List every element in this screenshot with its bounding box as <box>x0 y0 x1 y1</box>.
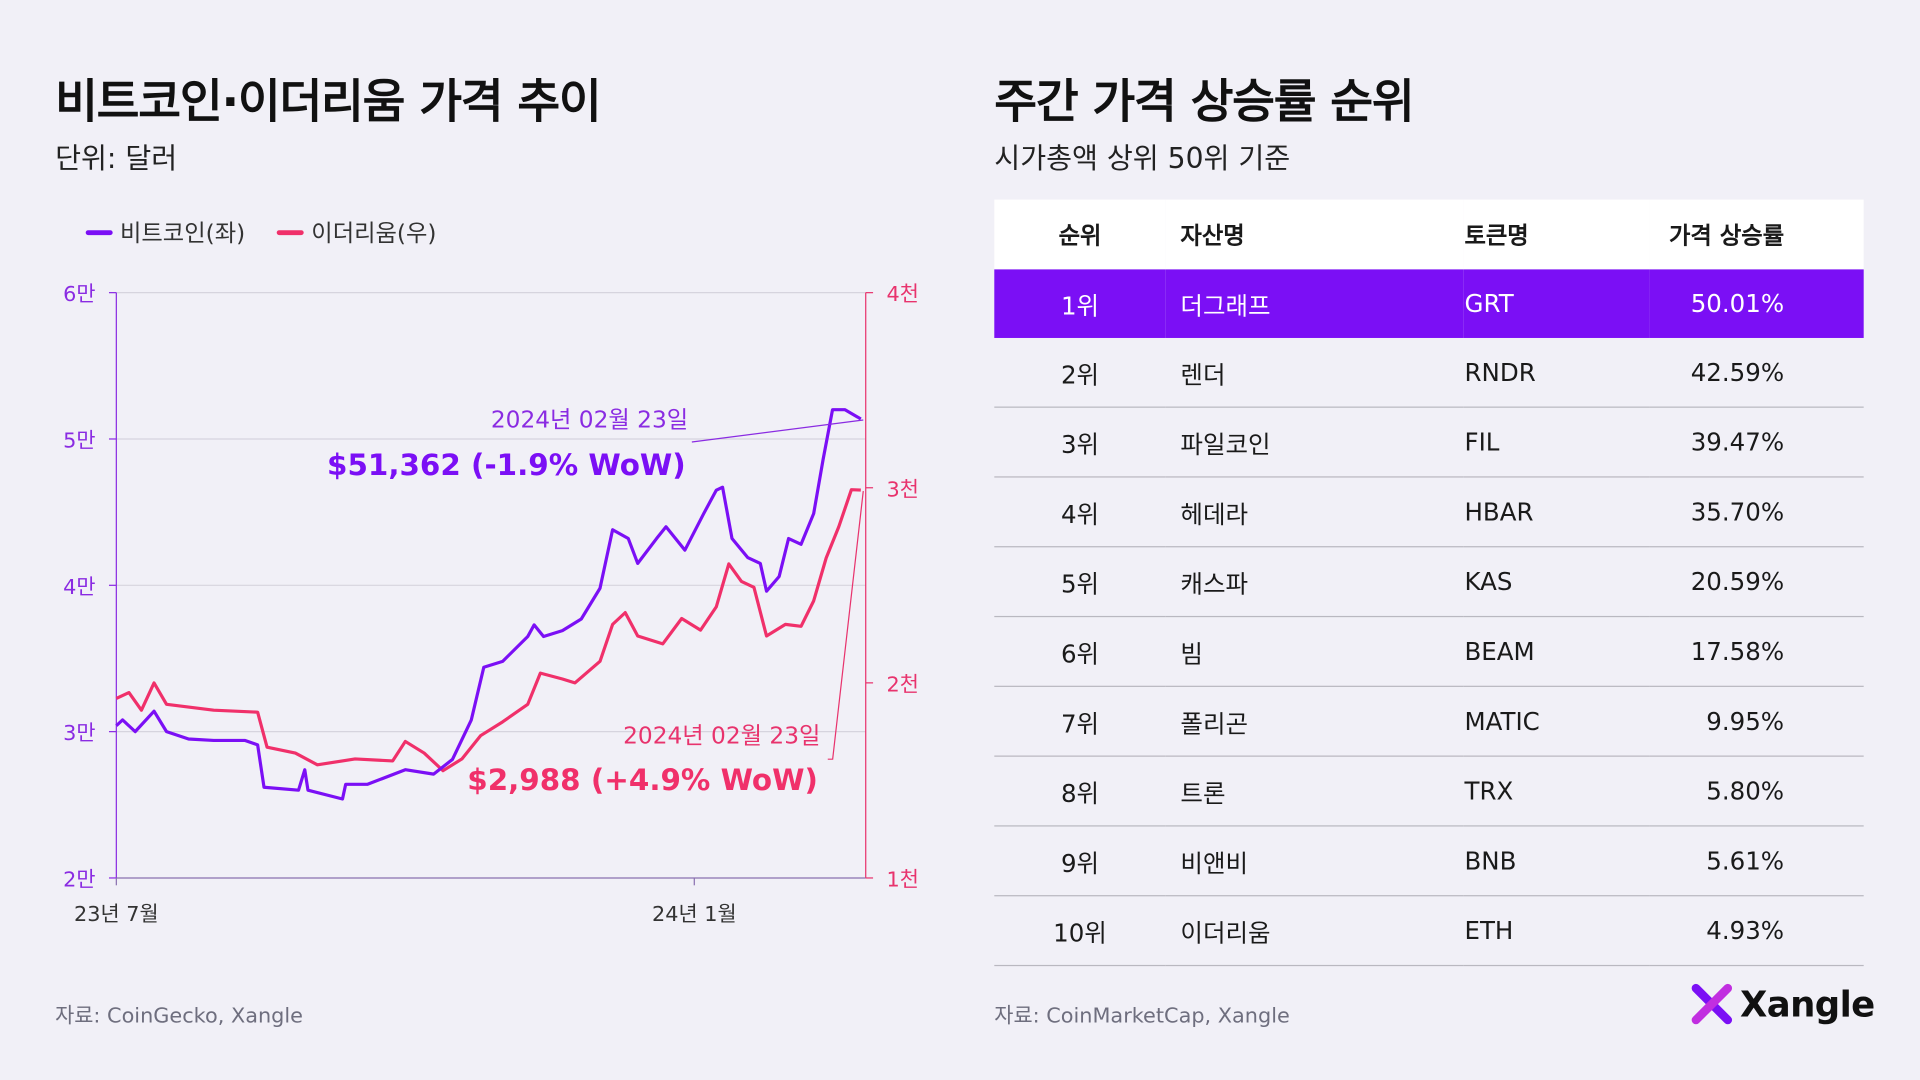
table-header: 순위 자산명 토큰명 가격 상승률 <box>994 199 1864 270</box>
eth-series-line <box>115 488 861 773</box>
asset-cell: 헤데라 <box>1165 476 1464 548</box>
logo-text: Xangle <box>1740 983 1875 1025</box>
rank-cell: 2위 <box>994 337 1166 408</box>
gain-cell: 35.70% <box>1649 476 1864 548</box>
asset-cell: 비앤비 <box>1165 825 1464 897</box>
asset-cell: 렌더 <box>1165 337 1464 408</box>
legend-label-eth: 이더리움(우) <box>311 220 437 248</box>
header-token: 토큰명 <box>1463 199 1650 270</box>
gain-cell: 42.59% <box>1649 337 1864 408</box>
asset-cell: 더그래프 <box>1165 269 1464 338</box>
right-title: 주간 가격 상승률 순위 <box>994 74 1414 129</box>
eth-annotation-date: 2024년 02월 23일 <box>623 722 820 749</box>
gain-cell: 5.61% <box>1649 825 1864 897</box>
left-source: 자료: CoinGecko, Xangle <box>55 1004 303 1029</box>
token-cell: FIL <box>1463 407 1650 478</box>
rank-cell: 9위 <box>994 825 1166 897</box>
rank-cell: 6위 <box>994 616 1166 687</box>
btc-annotation-date: 2024년 02월 23일 <box>491 406 688 433</box>
gain-cell: 50.01% <box>1649 269 1864 338</box>
table-row: 5위 캐스파 KAS 20.59% <box>994 546 1864 618</box>
token-cell: TRX <box>1463 756 1650 827</box>
gain-cell: 39.47% <box>1649 407 1864 478</box>
token-cell: BEAM <box>1463 616 1650 687</box>
right-tick-label: 3천 <box>887 477 919 501</box>
rank-cell: 7위 <box>994 686 1166 757</box>
asset-cell: 이더리움 <box>1165 895 1464 967</box>
left-tick-label: 3만 <box>63 721 95 745</box>
rank-cell: 1위 <box>994 269 1166 338</box>
btc-annotation-value: $51,362 (-1.9% WoW) <box>327 448 686 482</box>
btc-annotation-leader <box>691 419 864 443</box>
token-cell: KAS <box>1463 546 1650 618</box>
right-tick-label: 2천 <box>887 672 919 696</box>
table-row: 6위 빔 BEAM 17.58% <box>994 616 1864 687</box>
rank-cell: 8위 <box>994 756 1166 827</box>
rank-cell: 5위 <box>994 546 1166 618</box>
token-cell: GRT <box>1463 269 1650 338</box>
left-tick-label: 4만 <box>63 575 95 599</box>
gain-cell: 20.59% <box>1649 546 1864 618</box>
table-row: 1위 더그래프 GRT 50.01% <box>994 269 1864 338</box>
left-tick-label: 5만 <box>63 429 95 453</box>
token-cell: RNDR <box>1463 337 1650 408</box>
asset-cell: 캐스파 <box>1165 546 1464 618</box>
table-row: 4위 헤데라 HBAR 35.70% <box>994 476 1864 548</box>
xangle-x-icon <box>1691 983 1733 1025</box>
x-tick-label: 24년 1월 <box>652 902 737 926</box>
table-row: 8위 트론 TRX 5.80% <box>994 756 1864 827</box>
ranking-table: 순위 자산명 토큰명 가격 상승률 1위 더그래프 GRT 50.01% 2위 렌더 RND… <box>994 199 1864 967</box>
rank-cell: 10위 <box>994 895 1166 967</box>
right-subtitle: 시가총액 상위 50위 기준 <box>994 143 1291 176</box>
eth-annotation-leader <box>827 490 864 760</box>
table-row: 2위 렌더 RNDR 42.59% <box>994 337 1864 408</box>
gain-cell: 9.95% <box>1649 686 1864 757</box>
rank-cell: 3위 <box>994 407 1166 478</box>
right-tick-label: 1천 <box>887 868 919 892</box>
table-row: 7위 폴리곤 MATIC 9.95% <box>994 686 1864 757</box>
header-asset: 자산명 <box>1165 199 1464 270</box>
token-cell: ETH <box>1463 895 1650 967</box>
header-rank: 순위 <box>994 199 1166 270</box>
legend-swatch-eth <box>277 229 304 235</box>
asset-cell: 파일코인 <box>1165 407 1464 478</box>
table-row: 3위 파일코인 FIL 39.47% <box>994 407 1864 478</box>
x-tick-label: 23년 7월 <box>74 902 159 926</box>
gain-cell: 5.80% <box>1649 756 1864 827</box>
asset-cell: 트론 <box>1165 756 1464 827</box>
table-row: 9위 비앤비 BNB 5.61% <box>994 825 1864 897</box>
left-tick-label: 2만 <box>63 868 95 892</box>
gain-cell: 17.58% <box>1649 616 1864 687</box>
xangle-logo: Xangle <box>1691 983 1875 1025</box>
header-gain: 가격 상승률 <box>1649 199 1864 270</box>
token-cell: HBAR <box>1463 476 1650 548</box>
eth-annotation-value: $2,988 (+4.9% WoW) <box>467 763 818 797</box>
token-cell: BNB <box>1463 825 1650 897</box>
asset-cell: 빔 <box>1165 616 1464 687</box>
right-tick-label: 4천 <box>887 282 919 306</box>
chart-legend: 비트코인(좌) 이더리움(우) <box>85 216 437 249</box>
legend-swatch-btc <box>85 229 113 235</box>
right-source: 자료: CoinMarketCap, Xangle <box>994 1004 1290 1029</box>
rank-cell: 4위 <box>994 476 1166 548</box>
gain-cell: 4.93% <box>1649 895 1864 967</box>
price-chart: 2만 3만 4만 5만 6만 1천 2천 3천 4천 23년 7월 24년 1월 2024년 02월… <box>63 282 919 926</box>
legend-label-btc: 비트코인(좌) <box>120 220 246 248</box>
left-title: 비트코인·이더리움 가격 추이 <box>55 74 602 129</box>
left-tick-label: 6만 <box>63 282 95 306</box>
asset-cell: 폴리곤 <box>1165 686 1464 757</box>
btc-series-line <box>115 408 862 801</box>
token-cell: MATIC <box>1463 686 1650 757</box>
table-row: 10위 이더리움 ETH 4.93% <box>994 895 1864 967</box>
left-subtitle: 단위: 달러 <box>55 143 178 176</box>
